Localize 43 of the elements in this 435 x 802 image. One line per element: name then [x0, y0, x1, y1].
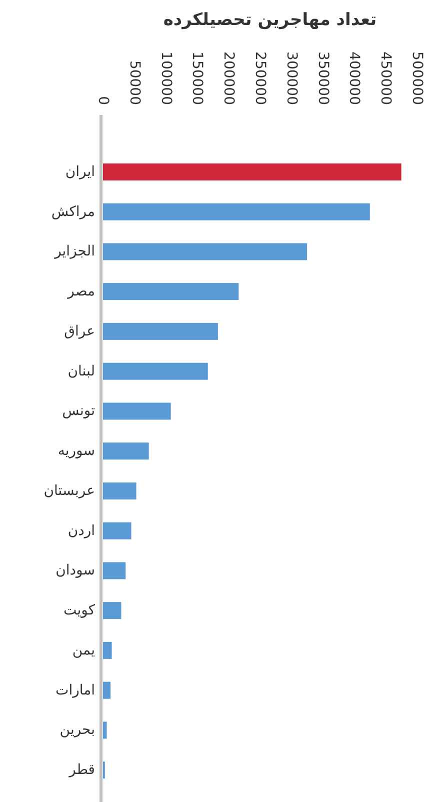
y-tick-label: الجزایر [54, 244, 95, 260]
bar [103, 442, 149, 460]
y-tick-label: سوریه [58, 443, 95, 460]
bar [103, 722, 107, 739]
x-tick-label: 200000 [220, 52, 237, 105]
y-tick-label: سودان [56, 562, 95, 579]
bar [103, 243, 308, 260]
bar [103, 682, 111, 699]
x-tick-label: 350000 [314, 52, 331, 105]
x-tick-label: 400000 [346, 52, 362, 105]
y-tick-label: امارات [56, 682, 95, 698]
bar [103, 322, 218, 340]
bar [103, 482, 136, 500]
bar [103, 402, 171, 420]
x-tick-label: 250000 [252, 52, 268, 105]
bar [103, 362, 208, 380]
y-tick-label: قطر [68, 762, 95, 778]
bar [103, 522, 132, 540]
x-tick-label: 50000 [126, 60, 142, 105]
bar [103, 562, 126, 580]
y-tick-label: مصر [66, 284, 95, 300]
y-tick-label: عراق [64, 323, 95, 340]
y-tick-label: یمن [72, 642, 96, 658]
x-tick-label: 0 [95, 96, 111, 105]
y-tick-label: بحرین [60, 722, 95, 738]
y-tick-label: تونس [62, 403, 96, 420]
y-tick-label: مراکش [51, 204, 95, 220]
bar [103, 203, 370, 220]
x-tick-label: 150000 [189, 52, 206, 105]
bar [103, 283, 239, 300]
x-tick-label: 450000 [378, 52, 394, 105]
x-tick-label: 300000 [283, 52, 300, 105]
bar [103, 163, 402, 180]
bar [103, 642, 112, 659]
x-tick-label: 500000 [409, 52, 425, 105]
y-tick-label: عربستان [44, 482, 95, 499]
y-tick-label: کویت [63, 602, 96, 619]
y-tick-label: اردن [68, 522, 95, 539]
y-tick-label: ایران [65, 164, 95, 180]
y-tick-label: لبنان [68, 363, 95, 380]
x-tick-label: 100000 [158, 52, 174, 105]
chart-title: تعداد مهاجرین تحصیلکرده [163, 10, 377, 30]
bar [103, 602, 122, 620]
